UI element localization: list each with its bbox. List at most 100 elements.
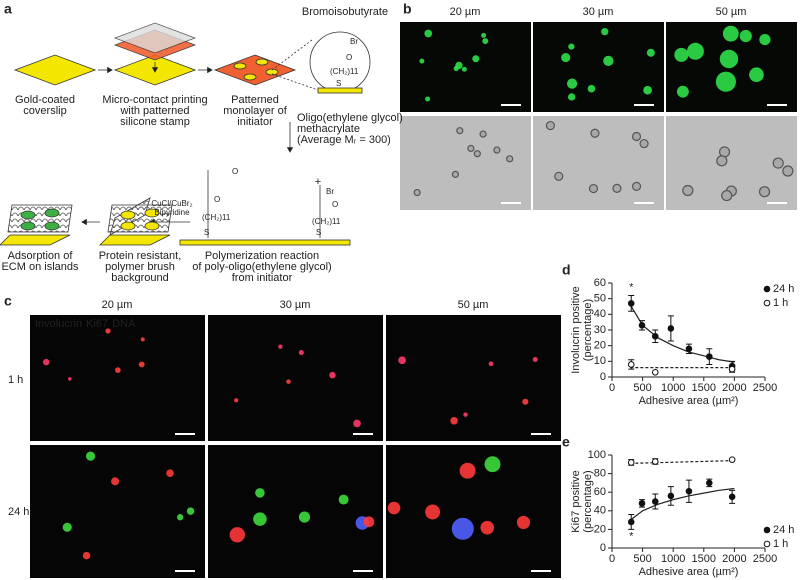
label-line: methacrylate <box>297 123 360 135</box>
cell-spot <box>588 183 599 194</box>
label: S <box>336 79 341 88</box>
data-point <box>651 498 659 505</box>
x-tick-label: 2000 <box>722 553 746 565</box>
x-tick-label: 2000 <box>722 382 746 394</box>
cell-spot <box>759 33 771 46</box>
cell-spot <box>772 157 784 169</box>
cell-spot <box>253 512 267 526</box>
cell-spot <box>424 29 433 38</box>
x-tick-label: 2500 <box>753 553 777 565</box>
cell-spot <box>716 155 728 167</box>
label-line: Gold-coated <box>15 94 75 106</box>
column-header: 30 µm <box>583 6 614 18</box>
cell-spot <box>545 120 556 131</box>
cell-spot <box>68 377 72 381</box>
cell-spot <box>561 52 571 63</box>
label-line: silicone stamp <box>120 116 190 128</box>
cell-spot <box>450 417 458 425</box>
cell-spot <box>566 78 578 89</box>
cell-spot <box>298 350 304 356</box>
label-line: Adsorption of <box>8 250 74 262</box>
label-line: ECM on islands <box>1 261 79 273</box>
cell-spot <box>719 49 739 69</box>
cell-spot <box>398 356 406 365</box>
cell-spot <box>782 165 794 177</box>
cell-spot <box>631 131 642 142</box>
legend-label: 1 h <box>773 538 788 550</box>
cell-spot <box>639 138 649 149</box>
cell-spot <box>603 55 614 67</box>
cell-spot <box>722 25 739 42</box>
cell-spot <box>522 398 529 405</box>
x-tick-label: 0 <box>609 382 615 394</box>
cell-spot <box>631 181 642 191</box>
label: Br <box>326 187 334 196</box>
y-tick-label: 20 <box>594 340 606 352</box>
panel-label: e <box>562 434 570 450</box>
y-tick-label: 0 <box>600 542 606 554</box>
data-point <box>667 492 675 500</box>
legend-marker <box>763 285 771 293</box>
x-tick-label: 1000 <box>661 553 685 565</box>
x-axis-label: Adhesive area (µm²) <box>639 566 739 578</box>
x-axis-label: Adhesive area (µm²) <box>639 395 739 407</box>
legend-marker <box>763 540 771 548</box>
cell-spot <box>479 130 487 138</box>
label: O <box>332 200 338 209</box>
y-axis-label: (percentage) <box>582 299 594 361</box>
cell-spot <box>590 128 600 138</box>
micrograph <box>400 116 531 210</box>
cell-spot <box>568 43 575 50</box>
label: S <box>316 228 321 237</box>
cell-spot <box>286 379 291 384</box>
label-line: Oligo(ethylene glycol) <box>297 112 403 124</box>
y-axis-label: (percentage) <box>582 470 594 532</box>
legend-label: 24 h <box>773 524 794 536</box>
stain-legend: DNA <box>112 318 136 330</box>
fit-line <box>629 487 735 521</box>
cell-spot <box>278 344 283 349</box>
x-tick-label: 1500 <box>692 382 716 394</box>
fit-line <box>629 304 735 363</box>
micrograph <box>386 315 561 441</box>
column-header: 50 µm <box>716 6 747 18</box>
panel-label: c <box>4 293 12 309</box>
cell-spot <box>42 358 50 366</box>
label-line: Protein resistant, <box>99 250 182 262</box>
y-tick-label: 30 <box>594 324 606 336</box>
cell-spot <box>516 515 531 529</box>
data-point <box>651 458 659 465</box>
data-point <box>728 365 736 373</box>
x-tick-label: 0 <box>609 553 615 565</box>
label-line: with patterned <box>119 105 189 117</box>
label: (CH₂)11 <box>202 213 231 222</box>
data-point <box>706 479 713 487</box>
column-header: 20 µm <box>450 6 481 18</box>
data-point <box>667 325 675 332</box>
label-line: from initiator <box>232 272 293 284</box>
cell-spot <box>111 477 120 486</box>
micrograph <box>30 445 205 578</box>
cell-spot <box>674 47 689 62</box>
cell-spot <box>646 48 655 57</box>
cell-spot <box>298 511 311 523</box>
cell-spot <box>482 38 489 45</box>
y-tick-label: 80 <box>594 468 606 480</box>
y-tick-label: 10 <box>594 355 606 367</box>
column-header: 20 µm <box>102 299 133 311</box>
label: + <box>315 176 321 188</box>
legend-label: 24 h <box>773 283 794 295</box>
cell-spot <box>413 188 421 197</box>
cell-spot <box>568 93 576 101</box>
data-point <box>638 500 646 507</box>
legend-label: 1 h <box>773 297 788 309</box>
cell-spot <box>459 462 476 479</box>
data-point <box>627 518 635 526</box>
fit-line <box>630 459 735 464</box>
cell-spot <box>329 371 336 379</box>
label-line: polymer brush <box>105 261 175 273</box>
cell-spot <box>587 84 596 93</box>
data-point <box>685 345 693 353</box>
